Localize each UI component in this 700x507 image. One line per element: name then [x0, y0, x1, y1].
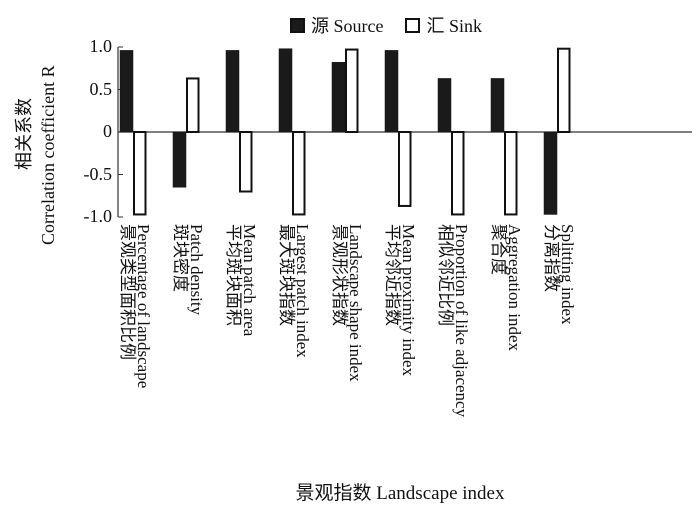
legend-source-swatch	[290, 17, 305, 33]
legend-source-label: 源 Source	[311, 16, 384, 36]
x-tick-label-cn: 平均斑块面积	[224, 224, 243, 326]
bar-source	[384, 50, 399, 133]
legend-source: 源 Source	[290, 12, 383, 38]
bar-sink	[451, 131, 465, 216]
x-tick-label-cn: 平均邻近指数	[383, 224, 402, 326]
y-tick-label: -1.0	[83, 206, 113, 226]
y-tick-label: 1.0	[89, 36, 113, 56]
bar-sink	[557, 47, 571, 134]
legend-sink-swatch	[405, 17, 421, 33]
x-tick-label-en: Largest patch index	[293, 224, 312, 358]
x-tick-label-cn: 斑块密度	[171, 224, 190, 292]
x-tick-label-en: Proportion of like adjacency	[452, 224, 471, 418]
x-tick-label-en: Splitting index	[558, 224, 577, 325]
x-tick-label-cn: 最大斑块指数	[277, 224, 296, 326]
x-tick-label-cn: 景观类型面积比例	[118, 224, 137, 360]
x-tick-label-cn: 分离指数	[542, 224, 561, 292]
bar-source	[278, 48, 293, 133]
bar-source	[119, 50, 134, 133]
bar-source	[543, 131, 558, 215]
x-tick-label-en: Patch density	[187, 224, 206, 316]
y-tick-label: -0.5	[83, 163, 113, 184]
bar-sink	[345, 48, 359, 133]
x-tick-label-en: Landscape shape index	[346, 224, 365, 382]
x-tick-label-cn: 景观形状指数	[330, 224, 349, 326]
x-tick-label-cn: 聚合度	[489, 224, 508, 275]
x-tick-label-en: Mean proximity index	[399, 224, 418, 377]
bar-source	[437, 78, 452, 133]
x-tick-label-cn: 相似邻近比例	[436, 224, 455, 326]
legend: 源 Source 汇 Sink	[290, 12, 504, 38]
bar-sink	[239, 131, 253, 193]
bar-sink	[398, 131, 412, 207]
y-tick-label: 0.5	[89, 78, 113, 99]
x-tick-label-en: Aggregation index	[505, 224, 524, 351]
y-tick-label: 0	[103, 121, 112, 141]
bar-sink	[504, 131, 518, 216]
legend-sink-label: 汇 Sink	[426, 16, 482, 36]
bar-source	[225, 50, 240, 133]
bar-sink	[186, 77, 200, 133]
legend-sink: 汇 Sink	[405, 12, 482, 38]
x-tick-label-en: Percentage of landscape	[134, 224, 153, 389]
bar-source	[331, 62, 346, 133]
x-axis-label: 景观指数 Landscape index	[295, 483, 505, 504]
bar-source	[490, 78, 505, 133]
bar-source	[172, 131, 187, 188]
bar-sink	[133, 131, 147, 216]
bar-sink	[292, 131, 306, 216]
x-tick-label-en: Mean patch area	[240, 224, 259, 337]
